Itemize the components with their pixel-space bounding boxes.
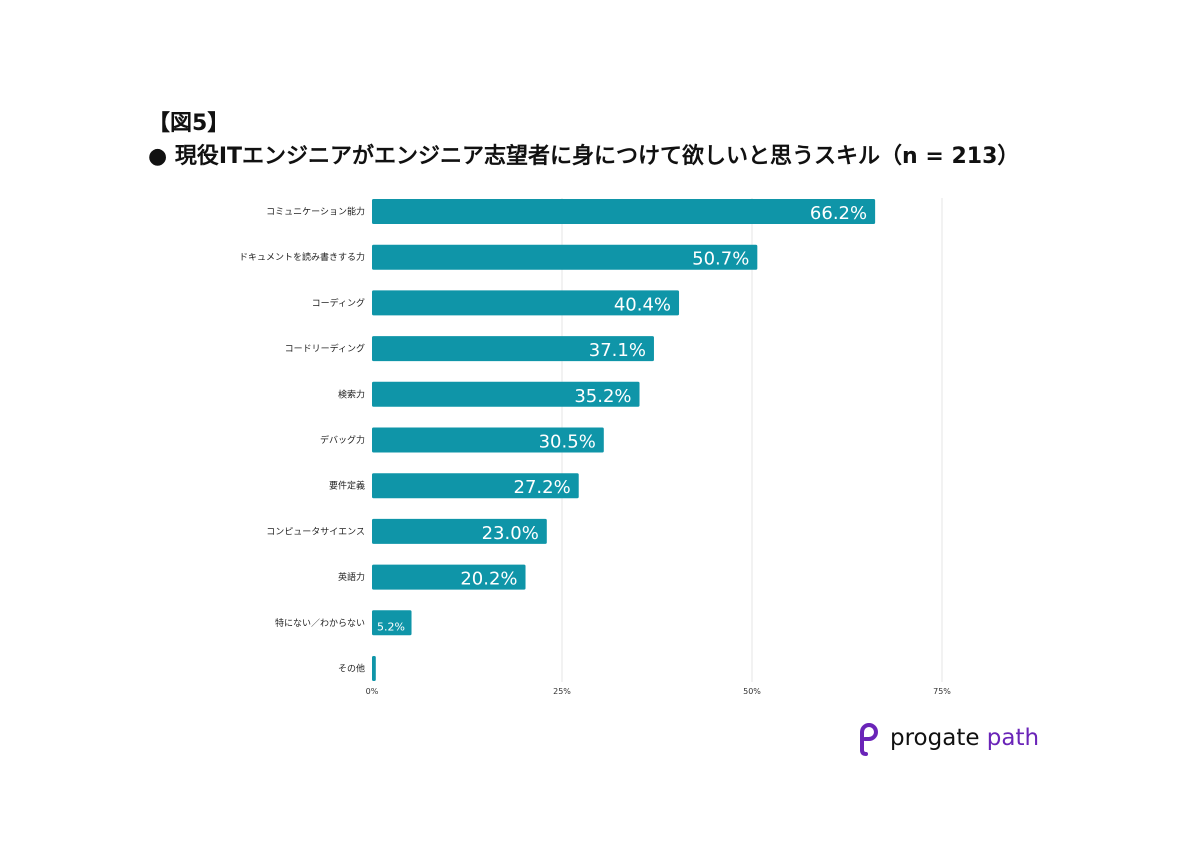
category-label: コードリーディング — [285, 343, 365, 355]
category-label: デバッグ力 — [320, 434, 365, 446]
chart-title: ● 現役ITエンジニアがエンジニア志望者に身につけて欲しいと思うスキル（n = … — [148, 144, 1020, 169]
tick-layer: 0% 25% 50% 75% — [366, 687, 952, 696]
category-label: 特にない／わからない — [275, 617, 365, 629]
category-label: コーディング — [312, 297, 365, 309]
progate-p-icon — [860, 723, 878, 756]
value-label: 5.2% — [377, 620, 405, 633]
value-label: 37.1% — [589, 340, 646, 361]
x-tick-label: 50% — [743, 687, 761, 696]
bar — [372, 564, 526, 590]
bar — [372, 381, 640, 407]
grid-layer — [561, 198, 943, 682]
bar — [372, 427, 604, 453]
value-label: 35.2% — [574, 386, 631, 407]
logo-word-path: path — [986, 725, 1040, 751]
category-label: その他 — [338, 663, 365, 675]
x-tick-label: 25% — [553, 687, 571, 696]
logo-word-progate: progate — [890, 725, 980, 751]
bar — [372, 244, 758, 270]
value-label: 20.2% — [460, 569, 517, 590]
value-label: 23.0% — [482, 523, 539, 544]
category-label: ドキュメントを読み書きする力 — [239, 251, 365, 263]
category-label: 英語力 — [338, 571, 365, 583]
bar — [372, 656, 376, 681]
x-tick-label: 0% — [366, 687, 379, 696]
value-label: 27.2% — [514, 477, 571, 498]
value-label: 66.2% — [810, 203, 867, 224]
figure-label: 【図5】 — [148, 111, 230, 136]
bar — [372, 290, 680, 316]
value-label: 30.5% — [539, 432, 596, 453]
category-label: コンピュータサイエンス — [266, 526, 365, 537]
logo-text: progate path — [890, 720, 1039, 756]
value-label: 50.7% — [692, 249, 749, 270]
bar — [372, 336, 654, 362]
bar-layer — [372, 199, 876, 681]
value-label: 40.4% — [614, 294, 671, 315]
bar — [372, 199, 876, 224]
bar — [372, 610, 412, 636]
category-label: 要件定義 — [329, 480, 365, 492]
x-tick-label: 75% — [933, 687, 951, 696]
category-label: コミュニケーション能力 — [266, 206, 365, 218]
bar — [372, 473, 579, 499]
label-layer: コミュニケーション能力 66.2% ドキュメントを読み書きする力 50.7% コーディン… — [239, 203, 867, 675]
progate-path-logo: progate path — [856, 718, 1039, 758]
category-label: 検索力 — [338, 388, 365, 400]
bar — [372, 518, 547, 544]
